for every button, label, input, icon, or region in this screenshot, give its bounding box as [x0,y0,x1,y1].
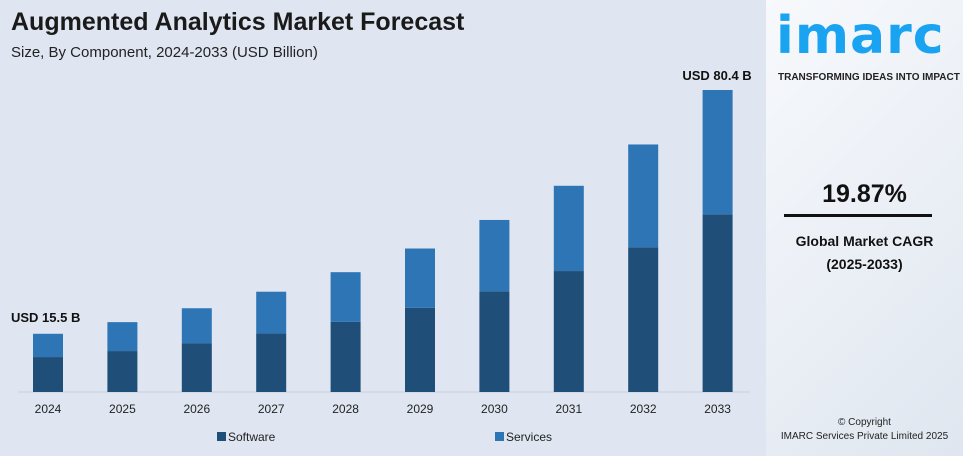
bar-software-2031 [553,271,584,392]
x-tick-label: 2024 [35,402,62,416]
bar-software-2033 [702,214,733,392]
cagr-label-text: Global Market CAGR [795,233,934,249]
cagr-period: (2025-2033) [826,256,903,272]
imarc-logo: imarc [776,6,945,66]
x-tick-label: 2027 [258,402,285,416]
x-tick-label: 2026 [183,402,210,416]
bar-services-2031 [553,185,584,272]
bar-services-2024 [33,333,63,358]
bar-software-2028 [330,321,361,392]
bar-software-2030 [479,291,510,392]
divider [784,214,932,217]
bar-software-2027 [256,333,287,392]
bar-services-2025 [107,322,138,352]
bar-software-2025 [107,351,138,392]
legend-swatch-software [217,432,226,441]
cagr-value: 19.87% [822,180,907,208]
bar-software-2032 [628,247,659,392]
bar-services-2028 [330,272,361,322]
x-tick-label: 2031 [555,402,582,416]
legend-label-services: Services [506,430,552,444]
bar-chart: 2024 2025 2026 2027 2028 2029 2030 2031 2032 2033… [11,68,752,444]
bar-services-2027 [256,291,287,334]
x-tick-label: 2029 [407,402,434,416]
chart-title: Augmented Analytics Market Forecast [11,8,465,36]
annotation-2033: USD 80.4 B [682,68,751,83]
chart-subtitle: Size, By Component, 2024-2033 (USD Billi… [11,44,318,61]
logo-tagline: TRANSFORMING IDEAS INTO IMPACT [778,72,960,83]
bar-software-2024 [33,357,63,392]
x-tick-label: 2028 [332,402,359,416]
bar-services-2032 [628,144,659,248]
bar-services-2029 [405,248,435,308]
legend-label-software: Software [228,430,276,444]
bar-services-2033 [702,90,733,215]
legend-swatch-services [495,432,504,441]
cagr-label: Global Market CAGR (2025-2033) [766,230,963,276]
bar-software-2026 [181,343,212,392]
x-tick-label: 2025 [109,402,136,416]
side-panel: imarc TRANSFORMING IDEAS INTO IMPACT 19.… [766,0,963,456]
bar-services-2030 [479,219,510,292]
x-tick-label: 2033 [704,402,731,416]
annotation-2024: USD 15.5 B [11,310,80,325]
copyright: © Copyright IMARC Services Private Limit… [766,416,963,444]
x-tick-label: 2032 [630,402,657,416]
bar-services-2026 [181,308,212,344]
x-tick-label: 2030 [481,402,508,416]
company-name: IMARC Services Private Limited 2025 [780,431,949,442]
copyright-text: © Copyright [838,417,891,428]
bar-software-2029 [405,307,435,392]
